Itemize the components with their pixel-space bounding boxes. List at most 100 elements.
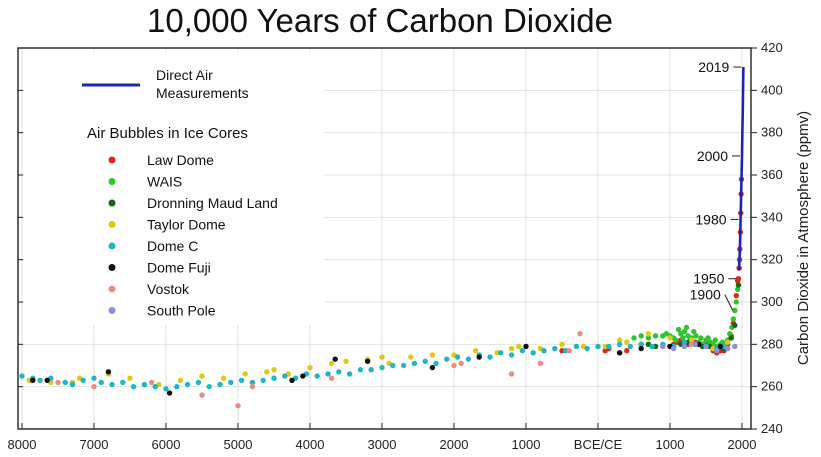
legend-swatch-dronning-maud-land — [108, 199, 116, 207]
dome-c-point — [174, 383, 180, 390]
south-pole-point — [703, 343, 709, 350]
dome-c-point — [282, 373, 288, 379]
taylor-dome-point — [242, 371, 248, 377]
legend-entries: Law Dome WAIS Dronning Maud Land Taylor Dom… — [108, 152, 278, 319]
wais-point — [732, 307, 738, 314]
dome-c-point — [498, 350, 504, 356]
taylor-dome-point — [307, 364, 313, 371]
plot-frame — [17, 47, 752, 430]
x-tick-label: 5000 — [224, 437, 253, 452]
dome-c-point — [433, 360, 439, 367]
vostok-point — [249, 383, 256, 390]
dome-c-point — [184, 381, 191, 388]
dome-c-point — [368, 367, 374, 373]
taylor-dome-point — [199, 373, 205, 379]
dome-fuji-point — [429, 364, 436, 371]
taylor-dome-point — [724, 339, 731, 345]
dome-c-point — [206, 383, 212, 390]
wais-point — [638, 333, 644, 339]
vostok-point — [148, 379, 155, 386]
taylor-dome-point — [516, 343, 522, 350]
south-pole-point — [660, 343, 666, 350]
vostok-point — [508, 371, 515, 377]
wais-point — [727, 331, 733, 337]
y-tick-label: 400 — [761, 82, 783, 97]
y-axis: 240 260 280 300 320 340 360 380 400 420 — [18, 40, 783, 436]
dome-c-point — [314, 373, 320, 379]
dome-c-point — [638, 341, 644, 348]
legend-label-taylor-dome: Taylor Dome — [147, 217, 226, 233]
legend-swatch-taylor-dome — [108, 221, 116, 228]
vostok-point — [55, 379, 61, 386]
wais-point — [645, 335, 652, 341]
taylor-dome-point — [220, 375, 227, 381]
wais-point — [698, 335, 704, 341]
dome-c-point — [19, 373, 25, 379]
dome-c-point — [325, 371, 331, 377]
dome-c-point — [346, 371, 353, 377]
dome-c-point — [465, 356, 472, 362]
x-tick-label: 1000 — [512, 437, 541, 452]
south-pole-point — [692, 341, 698, 348]
dome-c-point — [109, 381, 115, 388]
dome-c-point — [390, 362, 396, 369]
dome-c-point — [120, 379, 126, 386]
annotation-2000: 2000 — [697, 148, 728, 164]
taylor-dome-point — [508, 345, 515, 352]
dome-c-point — [681, 339, 688, 345]
wais-point — [730, 316, 737, 322]
x-tick-label: 3000 — [368, 437, 397, 452]
vostok-point — [91, 383, 97, 390]
south-pole-point — [714, 347, 720, 354]
dronning-maud-land-point — [728, 335, 734, 341]
dome-c-point — [69, 381, 76, 388]
dome-fuji-point — [364, 358, 371, 364]
taylor-dome-point — [667, 335, 673, 341]
x-tick-label: 1000 — [656, 437, 685, 452]
dome-c-point — [228, 379, 234, 386]
legend-swatch-vostok — [108, 285, 116, 293]
dome-c-point — [584, 345, 590, 352]
vostok-point — [566, 347, 572, 354]
dome-c-point — [400, 362, 407, 369]
dronning-maud-land-point — [735, 282, 742, 288]
wais-point — [680, 335, 686, 341]
taylor-dome-point — [177, 377, 184, 384]
y-tick-label: 360 — [761, 167, 783, 182]
dome-c-point — [152, 383, 158, 390]
dome-c-point — [606, 343, 612, 350]
dome-fuji-point — [638, 345, 644, 352]
legend-background — [24, 52, 324, 324]
wais-point — [733, 299, 739, 305]
x-tick-label: BCE/CE — [574, 437, 623, 452]
dome-fuji-point — [105, 369, 112, 375]
annotation-leader — [724, 294, 734, 311]
x-tick-label: 8000 — [8, 437, 37, 452]
dome-c-point — [62, 379, 68, 386]
south-pole-point — [681, 343, 688, 350]
taylor-dome-point — [127, 375, 133, 381]
dome-c-point — [238, 377, 245, 384]
taylor-dome-point — [472, 347, 479, 354]
taylor-dome-point — [429, 352, 436, 358]
taylor-dome-point — [343, 358, 349, 364]
dome-fuji-point — [523, 343, 529, 350]
annotation-2019: 2019 — [698, 59, 729, 75]
annotation-1980: 1980 — [695, 211, 726, 227]
dome-c-point — [37, 377, 43, 384]
law-dome-point — [624, 347, 630, 354]
dome-c-point — [595, 343, 601, 350]
legend-subheading: Air Bubbles in Ice Cores — [87, 125, 248, 142]
dome-fuji-point — [300, 373, 306, 379]
vostok-point — [235, 403, 241, 409]
taylor-dome-point — [645, 331, 652, 337]
legend-swatch-dome-fuji — [108, 264, 116, 271]
legend-swatch-dome-c — [108, 242, 116, 250]
vostok-point — [537, 360, 544, 367]
wais-point — [631, 335, 637, 341]
wais-point — [675, 326, 682, 333]
x-tick-label: 4000 — [296, 437, 325, 452]
legend-label-dome-fuji: Dome Fuji — [147, 260, 211, 276]
